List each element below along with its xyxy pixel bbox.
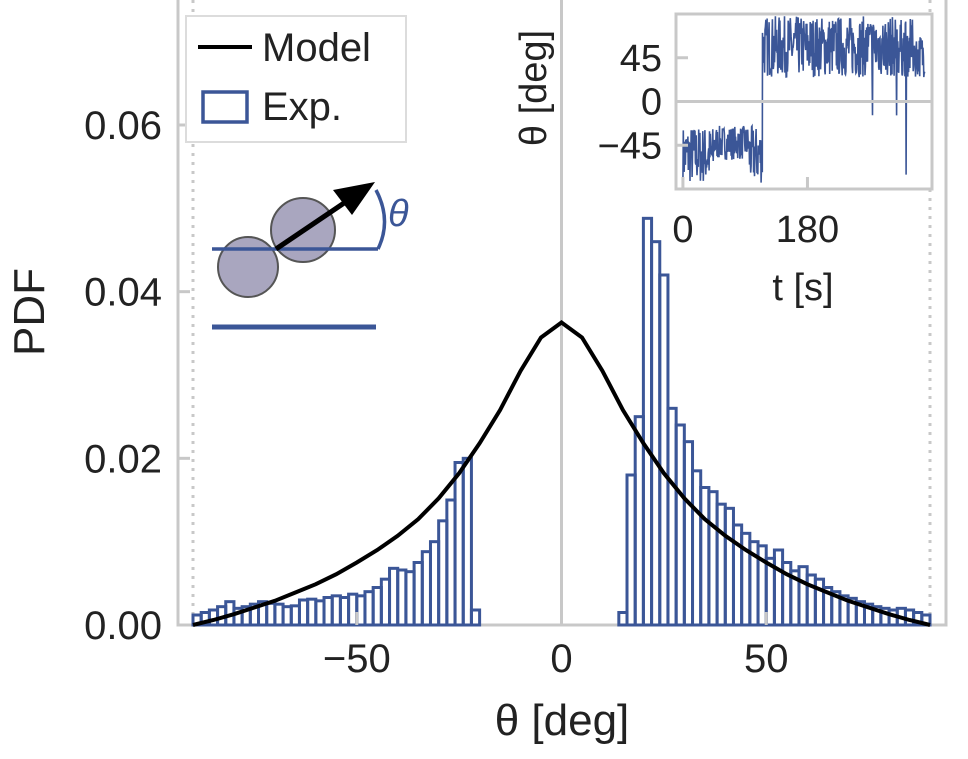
angle-arc <box>374 189 387 250</box>
inset-trace-line <box>682 16 926 185</box>
y-tick-label: 0.06 <box>84 104 162 148</box>
orientation-arrow-head <box>333 182 375 215</box>
inset-trace <box>682 16 926 185</box>
legend-model-label: Model <box>262 26 371 70</box>
y-tick-label: 0.04 <box>84 271 162 315</box>
histogram-bar <box>469 608 482 627</box>
y-axis-label: PDF <box>5 268 54 356</box>
legend: Model Exp. <box>185 15 407 143</box>
histogram-bar <box>461 456 473 627</box>
inset-x-ticks: 0 180 <box>672 177 839 251</box>
x-axis-label: θ [deg] <box>495 696 630 745</box>
inset-y-tick-label: 0 <box>641 82 662 124</box>
legend-exp-swatch <box>201 90 249 124</box>
angle-symbol: θ <box>388 193 409 235</box>
legend-exp-label: Exp. <box>262 85 342 129</box>
inset-x-tick-label: 180 <box>776 209 839 251</box>
inset-y-axis-label: θ [deg] <box>513 30 555 146</box>
inset-x-axis-label: t [s] <box>772 267 833 309</box>
inset-x-tick-label: 0 <box>672 209 693 251</box>
reference-lines <box>191 0 932 625</box>
y-ticks: 0.00 0.02 0.04 0.06 <box>84 104 190 648</box>
y-tick-label: 0.02 <box>84 437 162 481</box>
x-tick-label: 50 <box>744 637 789 681</box>
model-curve <box>192 320 931 627</box>
x-ticks: −50 0 50 <box>323 612 789 681</box>
x-tick-label: 0 <box>550 637 572 681</box>
lower-disk <box>217 236 279 298</box>
inset-y-tick-label: −45 <box>598 125 662 167</box>
orientation-arrow-shaft <box>274 196 352 252</box>
inset-y-tick-label: 45 <box>620 38 662 80</box>
y-tick-label: 0.00 <box>84 604 162 648</box>
orientation-diagram: θ <box>212 182 409 330</box>
x-tick-label: −50 <box>323 637 391 681</box>
